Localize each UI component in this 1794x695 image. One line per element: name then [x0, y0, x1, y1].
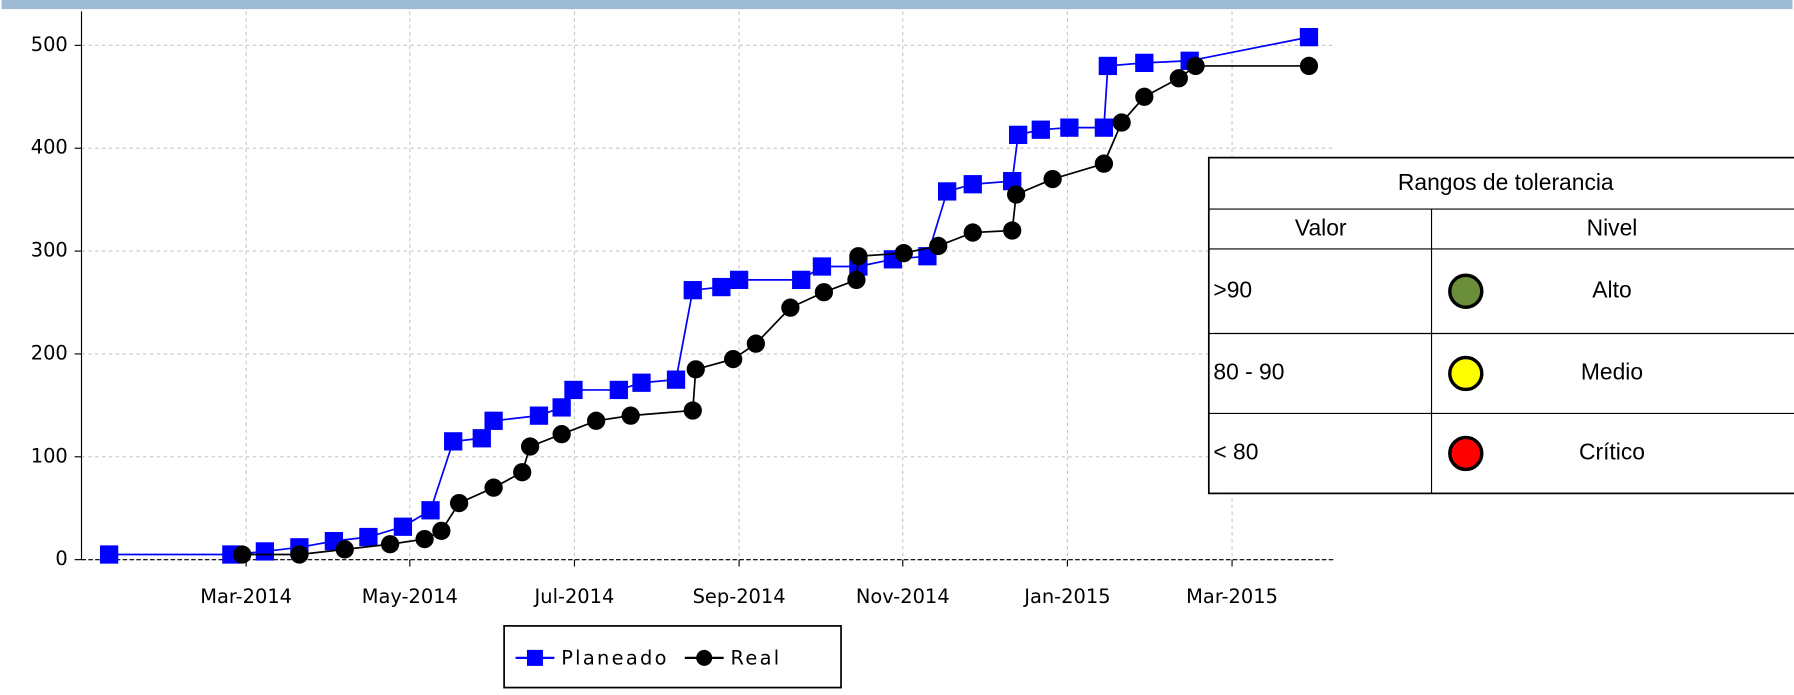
- marker: [513, 463, 532, 482]
- marker: [255, 542, 275, 561]
- marker: [449, 493, 469, 513]
- marker: [666, 370, 686, 389]
- marker: [1031, 120, 1050, 139]
- marker: [380, 535, 400, 554]
- marker: [929, 236, 948, 256]
- series-line: [242, 65, 1309, 556]
- marker: [937, 182, 957, 201]
- x-tick-label: Mar-2015: [1186, 585, 1278, 608]
- tolerance-table: Rangos de tolerancia Valor Nivel >90 Alto…: [1207, 156, 1794, 495]
- marker: [812, 257, 832, 276]
- marker: [712, 277, 731, 297]
- top-strip: [1, 0, 1793, 10]
- legend-box: [503, 625, 842, 689]
- marker: [1003, 221, 1022, 240]
- marker: [1299, 56, 1319, 76]
- marker: [1186, 56, 1205, 76]
- y-tick-label: 100: [31, 444, 68, 467]
- y-tick-label: 500: [31, 33, 68, 56]
- marker: [781, 298, 800, 317]
- marker: [290, 545, 309, 564]
- marker: [632, 373, 651, 392]
- y-tick-label: 300: [31, 239, 68, 262]
- marker: [564, 380, 583, 400]
- marker: [444, 432, 463, 451]
- marker: [432, 521, 451, 540]
- marker: [1135, 87, 1154, 106]
- marker: [683, 281, 702, 300]
- marker: [1008, 125, 1028, 144]
- level-icon: [1448, 435, 1484, 472]
- marker: [894, 243, 913, 263]
- level-icon: [1448, 273, 1484, 309]
- marker: [963, 175, 982, 194]
- marker: [99, 545, 119, 564]
- y-tick-label: 400: [31, 136, 68, 159]
- marker: [963, 223, 982, 242]
- table-header: Nivel: [1587, 215, 1638, 241]
- marker: [1112, 113, 1131, 132]
- marker: [1169, 69, 1188, 88]
- marker: [683, 401, 702, 420]
- marker: [484, 478, 503, 497]
- x-tick-label: May-2014: [362, 585, 458, 608]
- marker: [847, 270, 866, 290]
- x-tick-label: Jul-2014: [534, 585, 615, 608]
- marker: [526, 649, 543, 666]
- marker: [552, 398, 571, 417]
- marker: [1299, 27, 1319, 47]
- level-icon: [1448, 355, 1484, 392]
- legend-label: Real: [730, 647, 781, 670]
- table-cell: 80 - 90: [1213, 359, 1284, 385]
- table-cell: Medio: [1581, 359, 1643, 385]
- marker: [849, 247, 868, 266]
- y-tick-label: 0: [55, 547, 67, 570]
- marker: [529, 406, 549, 425]
- marker: [724, 349, 743, 369]
- plot: 0 100 200 300 400 500 Mar-2014 May-2014 Jul-2014…: [31, 11, 1336, 608]
- marker: [1098, 56, 1117, 76]
- table-cell: Crítico: [1579, 438, 1645, 464]
- marker: [792, 270, 811, 290]
- marker: [686, 360, 705, 379]
- marker: [729, 270, 749, 290]
- marker: [1060, 118, 1079, 137]
- marker: [1094, 118, 1114, 137]
- marker: [609, 380, 628, 400]
- table-cell: >90: [1213, 276, 1252, 302]
- marker: [1043, 169, 1062, 189]
- marker: [359, 527, 378, 547]
- marker: [484, 411, 503, 430]
- x-tick-label: Nov-2014: [856, 585, 950, 608]
- legend: Planeado Real: [503, 625, 842, 689]
- table-header: Valor: [1295, 215, 1347, 241]
- marker: [814, 283, 834, 302]
- marker: [393, 517, 413, 536]
- marker: [1094, 154, 1114, 173]
- marker: [552, 425, 571, 444]
- y-tick-label: 200: [31, 341, 68, 364]
- marker: [1007, 185, 1026, 204]
- marker: [233, 545, 252, 564]
- marker: [472, 429, 491, 448]
- marker: [746, 334, 766, 353]
- marker: [421, 501, 440, 520]
- legend-label: Planeado: [561, 647, 669, 670]
- marker: [415, 529, 434, 549]
- marker: [1135, 53, 1154, 72]
- table-cell: < 80: [1213, 438, 1258, 464]
- marker: [520, 437, 540, 456]
- x-tick-label: Jan-2015: [1023, 585, 1110, 608]
- table-cell: Alto: [1592, 276, 1631, 302]
- table-border: [1207, 156, 1794, 495]
- marker: [587, 411, 606, 430]
- marker: [335, 540, 354, 559]
- x-tick-label: Sep-2014: [693, 585, 786, 608]
- table-title: Rangos de tolerancia: [1398, 169, 1614, 195]
- x-tick-label: Mar-2014: [200, 585, 292, 608]
- marker: [696, 649, 713, 666]
- marker: [621, 406, 640, 425]
